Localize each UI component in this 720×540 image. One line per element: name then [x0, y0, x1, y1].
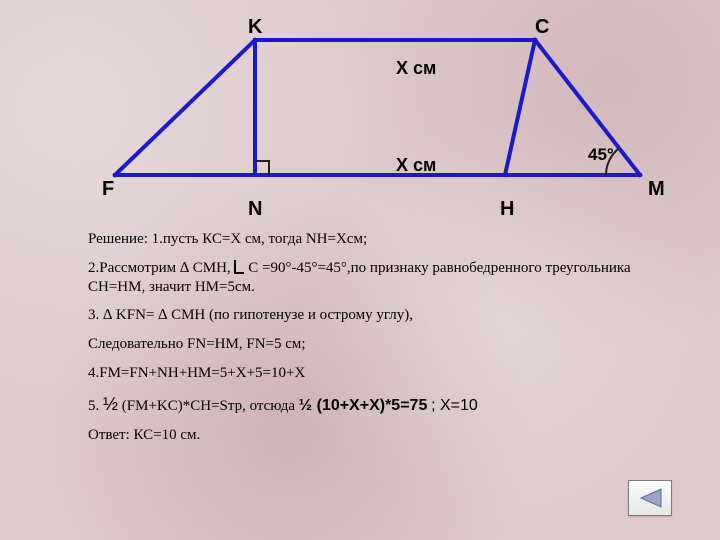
solution-line-5: 4.FM=FN+NH+HM=5+X+5=10+X	[88, 364, 688, 383]
vertex-label-K: K	[248, 16, 262, 39]
slide-stage: F M K C N H Х см Х см 45° Решение: 1.пус…	[0, 0, 720, 540]
vertex-label-N: N	[248, 198, 262, 221]
angle-icon	[234, 260, 244, 274]
vertex-label-F: F	[102, 178, 114, 201]
solution-line-6a: 5.	[88, 398, 103, 414]
triangle-left-icon	[637, 487, 663, 509]
solution-line-6e: ; Х=10	[431, 397, 478, 414]
solution-line-1: Решение: 1.пусть КС=Х см, тогда NH=Хсм;	[88, 230, 688, 249]
segment-label-bottom: Х см	[396, 155, 436, 176]
vertex-label-C: C	[535, 16, 549, 39]
vertex-label-M: M	[648, 178, 665, 201]
solution-line-2: 2.Рассмотрим ∆ СМН, С =90°-45°=45°,по пр…	[88, 259, 688, 297]
solution-line-3: 3. ∆ KFN= ∆ CMH (по гипотенузе и острому…	[88, 306, 688, 325]
vertex-label-H: H	[500, 198, 514, 221]
angle-label-45: 45°	[588, 145, 614, 165]
solution-line-4: Следовательно FN=HM, FN=5 см;	[88, 335, 688, 354]
segment-label-top: Х см	[396, 58, 436, 79]
solution-line-6d: ½ (10+Х+Х)*5=75	[299, 397, 428, 414]
solution-line-2a: 2.Рассмотрим ∆ СМН,	[88, 260, 234, 276]
solution-line-6c: (FM+KC)*CH=Sтр, отсюда	[122, 398, 299, 414]
fraction-half-1: ½	[103, 394, 118, 414]
solution-text: Решение: 1.пусть КС=Х см, тогда NH=Хсм; …	[88, 230, 688, 454]
solution-line-6: 5. ½ (FM+KC)*CH=Sтр, отсюда ½ (10+Х+Х)*5…	[88, 393, 688, 416]
prev-slide-button[interactable]	[628, 480, 672, 516]
solution-line-7: Ответ: КС=10 см.	[88, 426, 688, 445]
